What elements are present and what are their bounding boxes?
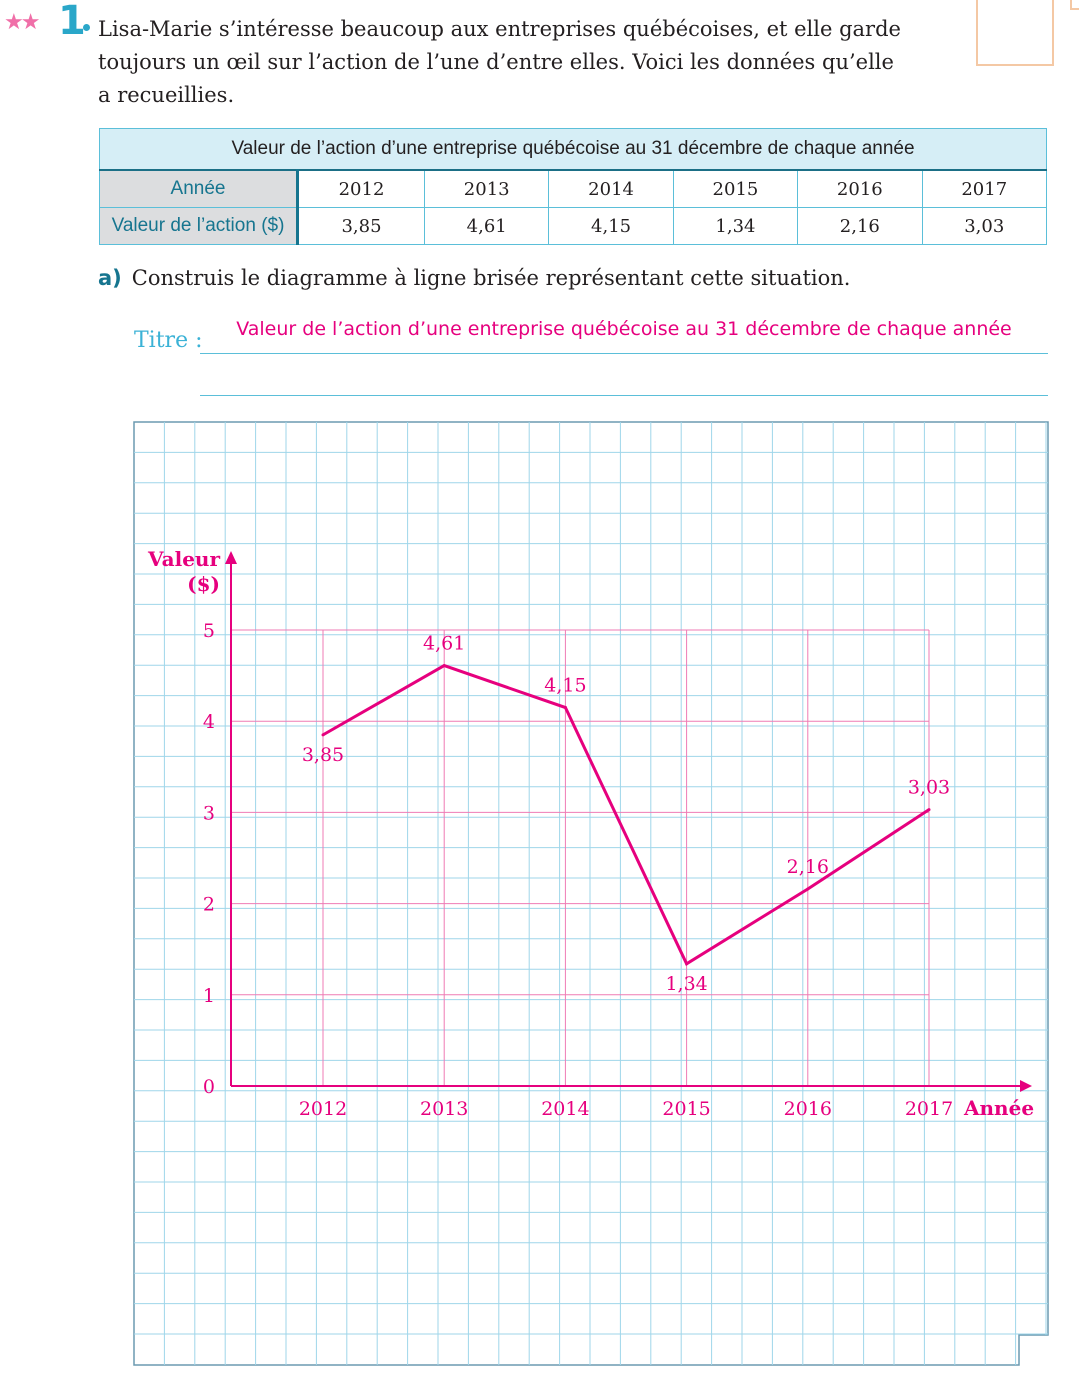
intro-line: Lisa-Marie s’intéresse beaucoup aux entr… [98,17,901,41]
table-cell-year: 2013 [424,169,550,208]
year-guides [322,630,930,1086]
x-axis-arrow [1020,1080,1032,1092]
intro-line: a recueillies. [98,83,235,107]
y-tick-label: 4 [203,711,215,733]
data-point [806,887,810,891]
answer-box-corner [1070,0,1079,10]
question-a: a) Construis le diagramme à ligne brisée … [98,266,850,290]
table-cell-value: 4,61 [424,207,550,245]
table-cell-year: 2012 [296,169,426,208]
y-tick-label: 2 [203,894,215,916]
data-table: Valeur de l’action d’une entreprise québ… [99,128,1048,245]
title-label: Titre : [134,328,203,353]
data-point [927,808,931,812]
table-cell-year: 2015 [672,169,799,208]
x-tick-label: 2014 [541,1098,589,1120]
data-label: 3,85 [302,744,344,766]
question-text: Construis le diagramme à ligne brisée re… [131,266,851,290]
y-tick-label: 0 [203,1076,215,1098]
y-axis-arrow [225,551,237,564]
x-tick-label: 2013 [420,1098,468,1120]
data-point [321,733,325,737]
table-cell-value: 3,85 [296,207,426,245]
difficulty-stars: ★★ [4,10,40,35]
table-caption: Valeur de l’action d’une entreprise québ… [99,128,1047,171]
intro-text: Lisa-Marie s’intéresse beaucoup aux entr… [98,13,901,112]
exercise-number: 1 [58,0,86,44]
data-point [442,664,446,668]
y-tick-label: 5 [203,620,215,642]
y-tick-label: 3 [203,802,215,824]
data-point [685,962,689,966]
x-tick-label: 2012 [299,1098,347,1120]
question-label: a) [98,266,122,290]
data-label: 2,16 [787,856,829,878]
data-label: 1,34 [665,973,707,995]
table-cell-value: 2,16 [797,207,923,245]
x-tick-label: 2015 [662,1098,710,1120]
grid-frame [133,421,1049,1366]
table-cell-value: 1,34 [672,207,799,245]
table-cell-value: 3,03 [921,207,1048,245]
y-axis-title: Valeur [147,547,221,571]
answer-box [976,0,1054,66]
axis-titles: Valeur($) Année [147,547,1034,1120]
series-line [322,663,930,966]
x-axis-title: Année [963,1096,1034,1120]
exercise-dot [83,24,90,31]
data-label: 3,03 [908,777,950,799]
axes [225,551,1032,1092]
data-label: 4,15 [544,675,586,697]
intro-line: toujours un œil sur l’action de l’une d’… [98,50,894,74]
table-cell-value: 4,15 [548,207,674,245]
table-row-values: Valeur de l’action ($) 3,85 4,61 4,15 1,… [99,207,1048,245]
title-line-2 [200,395,1048,396]
row-header-year: Année [99,169,299,208]
y-axis-unit: ($) [187,572,220,596]
tick-labels: 0 1 2 3 4 5 2012 2013 2014 2015 2016 2017 [203,620,953,1120]
data-labels: 3,85 4,61 4,15 1,34 2,16 3,03 [302,633,950,995]
table-cell-year: 2017 [921,169,1048,208]
x-tick-label: 2016 [784,1098,832,1120]
y-tick-label: 1 [203,985,215,1007]
series [321,663,931,966]
table-row-years: Année 2012 2013 2014 2015 2016 2017 [99,169,1048,208]
data-label: 4,61 [423,633,465,655]
data-point [563,706,567,710]
title-answer: Valeur de l’action d’une entreprise québ… [236,318,1012,340]
row-header-value: Valeur de l’action ($) [99,207,299,245]
title-line [200,353,1048,354]
grid-paper [134,422,1048,1365]
x-tick-label: 2017 [905,1098,953,1120]
